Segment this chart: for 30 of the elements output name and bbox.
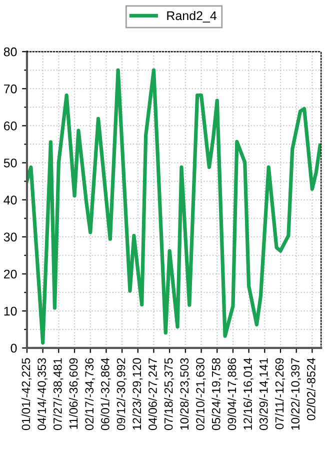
y-tick-label: 70	[4, 84, 17, 94]
x-tick-label: 07/18/-25,375	[164, 358, 174, 430]
x-tick-label: 02/02/-8524	[306, 358, 316, 420]
x-tick-label: 07/11/-12,269	[274, 358, 286, 430]
x-tick-label: 10/22/-10,397	[290, 358, 301, 430]
line-series	[26, 68, 322, 345]
y-tick-label: 40	[4, 196, 17, 204]
y-tick-label: 30	[4, 232, 17, 242]
x-tick-label: 09/12/-30,992	[116, 358, 127, 430]
x-tick-label: 01/01/-42,225	[21, 358, 32, 430]
y-tick-label: 60	[4, 122, 17, 130]
x-tick-label: 09/04/-17,886	[227, 358, 238, 430]
x-tick-label: 07/27/-38,481	[53, 358, 64, 430]
y-tick-label: 10	[4, 306, 17, 316]
y-tick-label: 50	[4, 158, 17, 168]
x-tick-label: 04/14/-40,353	[37, 358, 48, 430]
x-tick-label: 04/06/-27,247	[148, 358, 158, 430]
x-tick-label: 12/16/-16,014	[243, 358, 254, 430]
x-tick-label: 06/01/-32,864	[100, 358, 111, 430]
x-tick-label: 05/24/-19,758	[212, 358, 222, 430]
x-tick-label: 11/06/-36,609	[69, 358, 80, 429]
y-tick-label: 80	[4, 47, 17, 56]
x-tick-label: 12/23/-29,120	[132, 358, 142, 430]
x-tick-label: 02/10/-21,630	[196, 358, 206, 430]
y-tick-label: 0	[10, 344, 17, 353]
legend-label: Rand2_4	[167, 10, 217, 22]
y-tick-label: 20	[4, 270, 17, 279]
x-tick-label: 10/28/-23,503	[180, 358, 190, 430]
x-tick-label: 03/29/-14,141	[259, 358, 270, 430]
x-tick-label: 02/17/-34,736	[84, 358, 95, 430]
